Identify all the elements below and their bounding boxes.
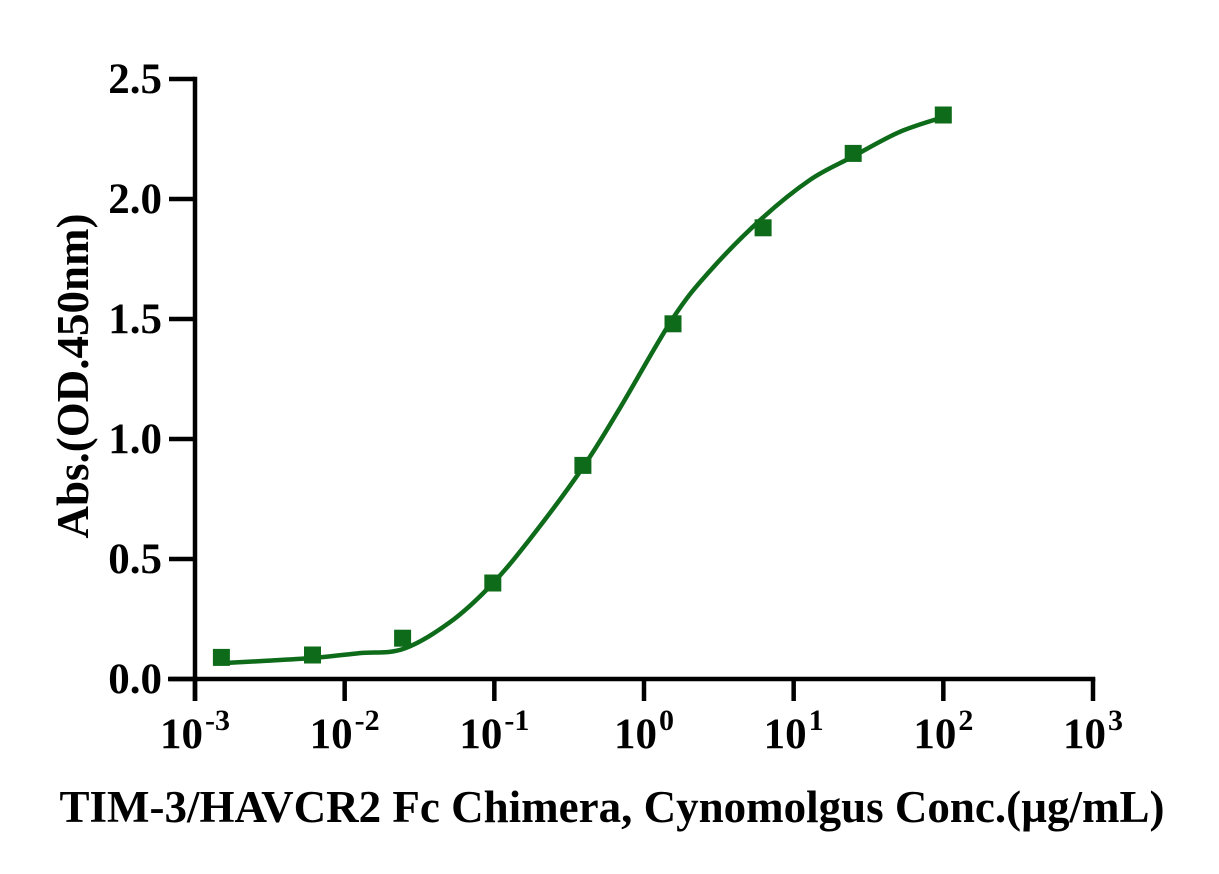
y-tick-label: 0.5	[108, 536, 162, 583]
x-tick-exponent: 2	[958, 704, 973, 737]
y-axis-title: Abs.(OD.450nm)	[48, 213, 98, 538]
data-point-marker	[844, 144, 862, 162]
data-point-marker	[394, 629, 412, 647]
data-point-marker	[754, 219, 772, 237]
x-tick-label: 102	[913, 704, 973, 758]
x-tick-exponent: 3	[1108, 704, 1123, 737]
x-tick-label: 10-1	[459, 704, 529, 758]
x-tick-base: 10	[764, 711, 807, 758]
tick-label-layer: 0.00.51.01.52.02.510-3 10-2 10-1 100 101 102 1…	[108, 56, 1123, 758]
data-point-marker	[934, 106, 952, 124]
y-tick-label: 2.0	[108, 176, 162, 223]
x-tick-label: 100	[614, 704, 674, 758]
x-tick-exponent: 0	[659, 704, 674, 737]
y-tick-label: 2.5	[108, 56, 162, 103]
data-point-marker	[484, 574, 502, 592]
series-layer	[212, 106, 952, 666]
x-tick-exponent: -3	[205, 704, 230, 737]
y-tick-label: 0.0	[108, 656, 162, 703]
x-tick-base: 10	[310, 711, 353, 758]
x-tick-label: 101	[764, 704, 824, 758]
axes-layer	[168, 76, 1096, 701]
y-tick-label: 1.5	[108, 296, 162, 343]
x-tick-exponent: -2	[355, 704, 380, 737]
x-tick-base: 10	[160, 711, 203, 758]
x-tick-exponent: -1	[504, 704, 529, 737]
y-tick-label: 1.0	[108, 416, 162, 463]
x-axis-title: TIM-3/HAVCR2 Fc Chimera, Cynomolgus Conc…	[59, 782, 1164, 832]
fit-curve-line	[215, 113, 949, 666]
x-tick-base: 10	[459, 711, 502, 758]
x-tick-exponent: 1	[809, 704, 824, 737]
data-point-marker	[212, 648, 230, 666]
x-tick-label: 10-2	[310, 704, 380, 758]
data-point-marker	[664, 315, 682, 333]
x-tick-label: 103	[1063, 704, 1123, 758]
data-point-marker	[304, 646, 321, 664]
x-tick-label: 10-3	[160, 704, 230, 758]
x-tick-base: 10	[614, 711, 657, 758]
x-tick-base: 10	[913, 711, 956, 758]
data-point-marker	[574, 456, 592, 474]
tick-layer	[169, 76, 1096, 701]
x-tick-base: 10	[1063, 711, 1106, 758]
